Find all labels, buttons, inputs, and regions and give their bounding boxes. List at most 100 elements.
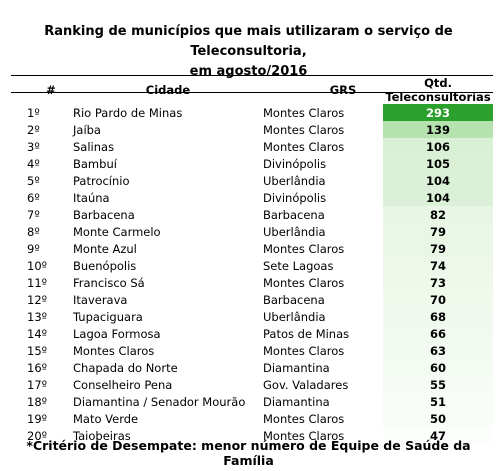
table-row: 19º Mato Verde Montes Claros 50: [11, 410, 493, 427]
city-name: Patrocínio: [73, 173, 130, 188]
table-row: 18º Diamantina / Senador Mourão Diamantina…: [11, 393, 493, 410]
teleconsultation-count: 139: [383, 121, 493, 138]
teleconsultation-count: 79: [383, 223, 493, 240]
header-top-rule: [11, 75, 493, 76]
rank-number: 17º: [27, 377, 48, 392]
city-name: Chapada do Norte: [73, 360, 178, 375]
grs-name: Patos de Minas: [263, 326, 350, 341]
teleconsultation-count: 74: [383, 257, 493, 274]
rank-number: 11º: [27, 275, 48, 290]
grs-name: Montes Claros: [263, 411, 345, 426]
teleconsultation-count: 70: [383, 291, 493, 308]
rank-number: 19º: [27, 411, 48, 426]
grs-name: Montes Claros: [263, 275, 345, 290]
city-name: Jaíba: [73, 122, 101, 137]
table-row: 16º Chapada do Norte Diamantina 60: [11, 359, 493, 376]
grs-name: Uberlândia: [263, 224, 326, 239]
city-name: Lagoa Formosa: [73, 326, 161, 341]
header-city: Cidade: [145, 83, 191, 97]
city-name: Salinas: [73, 139, 115, 154]
header-row: # Cidade GRS Qtd. Teleconsultorias: [11, 76, 493, 104]
teleconsultation-count: 66: [383, 325, 493, 342]
table-row: 5º Patrocínio Uberlândia 104: [11, 172, 493, 189]
grs-name: Montes Claros: [263, 139, 345, 154]
rank-number: 6º: [27, 190, 40, 205]
rank-number: 20º: [27, 428, 48, 443]
teleconsultation-count: 82: [383, 206, 493, 223]
rank-number: 12º: [27, 292, 48, 307]
table-row: 2º Jaíba Montes Claros 139: [11, 121, 493, 138]
teleconsultation-count: 106: [383, 138, 493, 155]
city-name: Itaúna: [73, 190, 110, 205]
rank-number: 2º: [27, 122, 40, 137]
teleconsultation-count: 73: [383, 274, 493, 291]
teleconsultation-count: 51: [383, 393, 493, 410]
rank-number: 10º: [27, 258, 48, 273]
rank-number: 16º: [27, 360, 48, 375]
table-row: 9º Monte Azul Montes Claros 79: [11, 240, 493, 257]
table-row: 8º Monte Carmelo Uberlândia 79: [11, 223, 493, 240]
city-name: Diamantina / Senador Mourão: [73, 394, 246, 409]
header-grs: GRS: [329, 83, 357, 97]
teleconsultation-count: 68: [383, 308, 493, 325]
grs-name: Montes Claros: [263, 105, 345, 120]
table-row: 10º Buenópolis Sete Lagoas 74: [11, 257, 493, 274]
header-bottom-rule: [11, 92, 493, 93]
teleconsultation-count: 50: [383, 410, 493, 427]
table-row: 14º Lagoa Formosa Patos de Minas 66: [11, 325, 493, 342]
teleconsultation-count: 104: [383, 172, 493, 189]
grs-name: Uberlândia: [263, 309, 326, 324]
city-name: Mato Verde: [73, 411, 139, 426]
rank-number: 7º: [27, 207, 40, 222]
grs-name: Divinópolis: [263, 156, 327, 171]
city-name: Conselheiro Pena: [73, 377, 173, 392]
rank-number: 3º: [27, 139, 40, 154]
city-name: Itaverava: [73, 292, 128, 307]
teleconsultation-count: 104: [383, 189, 493, 206]
footnote: *Critério de Desempate: menor número de …: [26, 438, 471, 468]
city-name: Barbacena: [73, 207, 135, 222]
rank-number: 8º: [27, 224, 40, 239]
grs-name: Montes Claros: [263, 428, 345, 443]
grs-name: Diamantina: [263, 394, 330, 409]
grs-name: Montes Claros: [263, 241, 345, 256]
grs-name: Gov. Valadares: [263, 377, 349, 392]
rank-number: 18º: [27, 394, 48, 409]
table-row: 17º Conselheiro Pena Gov. Valadares 55: [11, 376, 493, 393]
grs-name: Montes Claros: [263, 343, 345, 358]
city-name: Rio Pardo de Minas: [73, 105, 183, 120]
city-name: Tupaciguara: [73, 309, 143, 324]
city-name: Bambuí: [73, 156, 117, 171]
header-num: #: [46, 83, 56, 97]
table-row: 15º Montes Claros Montes Claros 63: [11, 342, 493, 359]
table-row: 6º Itaúna Divinópolis 104: [11, 189, 493, 206]
table-row: 11º Francisco Sá Montes Claros 73: [11, 274, 493, 291]
table-row: 12º Itaverava Barbacena 70: [11, 291, 493, 308]
rank-number: 14º: [27, 326, 48, 341]
teleconsultation-count: 55: [383, 376, 493, 393]
table-row: 13º Tupaciguara Uberlândia 68: [11, 308, 493, 325]
rank-number: 5º: [27, 173, 40, 188]
grs-name: Divinópolis: [263, 190, 327, 205]
grs-name: Sete Lagoas: [263, 258, 334, 273]
grs-name: Barbacena: [263, 207, 325, 222]
grs-name: Barbacena: [263, 292, 325, 307]
city-name: Monte Azul: [73, 241, 137, 256]
grs-name: Montes Claros: [263, 122, 345, 137]
table-row: 3º Salinas Montes Claros 106: [11, 138, 493, 155]
city-name: Montes Claros: [73, 343, 155, 358]
teleconsultation-count: 293: [383, 104, 493, 121]
teleconsultation-count: 60: [383, 359, 493, 376]
city-name: Buenópolis: [73, 258, 137, 273]
city-name: Francisco Sá: [73, 275, 145, 290]
grs-name: Uberlândia: [263, 173, 326, 188]
teleconsultation-count: 63: [383, 342, 493, 359]
city-name: Taiobeiras: [73, 428, 131, 443]
city-name: Monte Carmelo: [73, 224, 161, 239]
table-row: 4º Bambuí Divinópolis 105: [11, 155, 493, 172]
table-row: 20º Taiobeiras Montes Claros 47: [11, 427, 493, 444]
rank-number: 4º: [27, 156, 40, 171]
table-row: 1º Rio Pardo de Minas Montes Claros 293: [11, 104, 493, 121]
table-row: 7º Barbacena Barbacena 82: [11, 206, 493, 223]
teleconsultation-count: 105: [383, 155, 493, 172]
